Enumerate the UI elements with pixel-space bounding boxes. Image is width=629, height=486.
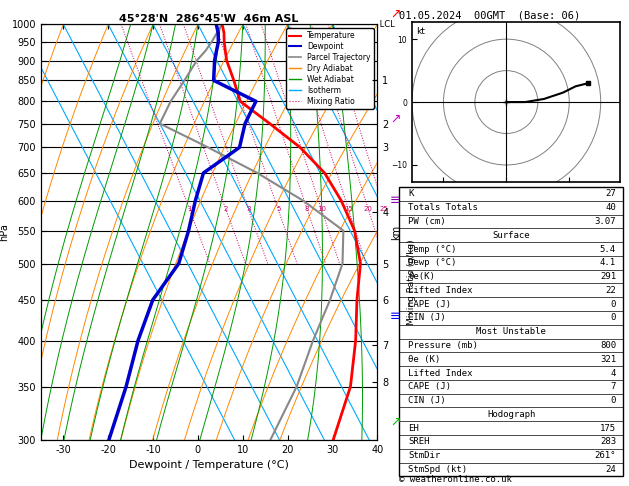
- Text: StmSpd (kt): StmSpd (kt): [408, 465, 467, 474]
- Y-axis label: hPa: hPa: [0, 223, 9, 241]
- Text: CAPE (J): CAPE (J): [408, 300, 452, 309]
- Text: 4: 4: [611, 368, 616, 378]
- Text: Temp (°C): Temp (°C): [408, 244, 457, 254]
- Text: 22: 22: [605, 286, 616, 295]
- Text: CAPE (J): CAPE (J): [408, 382, 452, 391]
- Text: θe (K): θe (K): [408, 355, 440, 364]
- Text: kt: kt: [416, 27, 425, 35]
- Text: SREH: SREH: [408, 437, 430, 446]
- Text: ≡: ≡: [390, 194, 401, 207]
- Text: Most Unstable: Most Unstable: [476, 327, 546, 336]
- Text: 20: 20: [364, 207, 373, 212]
- Text: 10: 10: [317, 207, 326, 212]
- Text: 2: 2: [224, 207, 228, 212]
- Text: Dewp (°C): Dewp (°C): [408, 259, 457, 267]
- Text: 01.05.2024  00GMT  (Base: 06): 01.05.2024 00GMT (Base: 06): [399, 11, 581, 21]
- Text: 5: 5: [276, 207, 281, 212]
- Text: CIN (J): CIN (J): [408, 396, 446, 405]
- Text: 27: 27: [605, 190, 616, 198]
- Text: Pressure (mb): Pressure (mb): [408, 341, 478, 350]
- Text: 5.4: 5.4: [600, 244, 616, 254]
- Text: 4.1: 4.1: [600, 259, 616, 267]
- Legend: Temperature, Dewpoint, Parcel Trajectory, Dry Adiabat, Wet Adiabat, Isotherm, Mi: Temperature, Dewpoint, Parcel Trajectory…: [286, 28, 374, 109]
- Text: 1: 1: [187, 207, 192, 212]
- Text: StmDir: StmDir: [408, 451, 440, 460]
- Title: 45°28'N  286°45'W  46m ASL: 45°28'N 286°45'W 46m ASL: [120, 14, 299, 23]
- Text: Lifted Index: Lifted Index: [408, 286, 473, 295]
- Text: LCL: LCL: [377, 20, 395, 29]
- Text: 800: 800: [600, 341, 616, 350]
- Y-axis label: km
ASL: km ASL: [391, 223, 413, 241]
- Text: K: K: [408, 190, 414, 198]
- Text: ↗: ↗: [390, 8, 401, 21]
- Text: 15: 15: [344, 207, 353, 212]
- Text: Lifted Index: Lifted Index: [408, 368, 473, 378]
- X-axis label: Dewpoint / Temperature (°C): Dewpoint / Temperature (°C): [129, 460, 289, 470]
- Text: 8: 8: [305, 207, 309, 212]
- Text: EH: EH: [408, 424, 419, 433]
- Text: Surface: Surface: [493, 231, 530, 240]
- Text: © weatheronline.co.uk: © weatheronline.co.uk: [399, 474, 512, 484]
- Text: 0: 0: [611, 300, 616, 309]
- Text: 321: 321: [600, 355, 616, 364]
- Text: Totals Totals: Totals Totals: [408, 203, 478, 212]
- Text: 0: 0: [611, 313, 616, 322]
- Text: 175: 175: [600, 424, 616, 433]
- Text: CIN (J): CIN (J): [408, 313, 446, 322]
- Text: θe(K): θe(K): [408, 272, 435, 281]
- Text: PW (cm): PW (cm): [408, 217, 446, 226]
- Text: 261°: 261°: [594, 451, 616, 460]
- Text: Hodograph: Hodograph: [487, 410, 535, 419]
- Text: ↗: ↗: [390, 416, 401, 429]
- Text: 3.07: 3.07: [594, 217, 616, 226]
- Text: 283: 283: [600, 437, 616, 446]
- Text: 24: 24: [605, 465, 616, 474]
- Text: 40: 40: [605, 203, 616, 212]
- Text: 291: 291: [600, 272, 616, 281]
- Text: Mixing Ratio (g/kg): Mixing Ratio (g/kg): [408, 239, 416, 325]
- Text: ≡: ≡: [390, 310, 401, 323]
- Text: 3: 3: [246, 207, 250, 212]
- Text: ↗: ↗: [390, 112, 401, 125]
- Text: 7: 7: [611, 382, 616, 391]
- Text: 25: 25: [380, 207, 389, 212]
- Text: 0: 0: [611, 396, 616, 405]
